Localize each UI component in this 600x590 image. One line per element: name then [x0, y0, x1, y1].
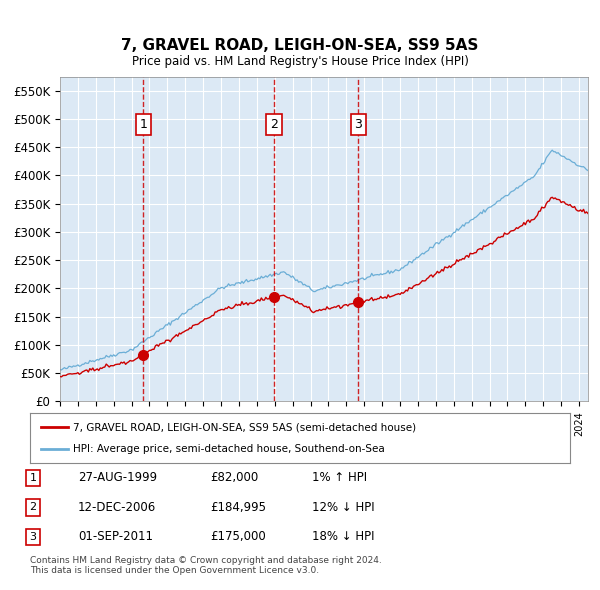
Text: 01-SEP-2011: 01-SEP-2011	[78, 530, 153, 543]
Text: £184,995: £184,995	[210, 501, 266, 514]
Text: 27-AUG-1999: 27-AUG-1999	[78, 471, 157, 484]
Text: Price paid vs. HM Land Registry's House Price Index (HPI): Price paid vs. HM Land Registry's House …	[131, 55, 469, 68]
Text: 7, GRAVEL ROAD, LEIGH-ON-SEA, SS9 5AS: 7, GRAVEL ROAD, LEIGH-ON-SEA, SS9 5AS	[121, 38, 479, 53]
Text: Contains HM Land Registry data © Crown copyright and database right 2024.
This d: Contains HM Land Registry data © Crown c…	[30, 556, 382, 575]
Text: 12% ↓ HPI: 12% ↓ HPI	[312, 501, 374, 514]
Text: 12-DEC-2006: 12-DEC-2006	[78, 501, 156, 514]
Text: 3: 3	[29, 532, 37, 542]
Text: 7, GRAVEL ROAD, LEIGH-ON-SEA, SS9 5AS (semi-detached house): 7, GRAVEL ROAD, LEIGH-ON-SEA, SS9 5AS (s…	[73, 422, 416, 432]
Text: HPI: Average price, semi-detached house, Southend-on-Sea: HPI: Average price, semi-detached house,…	[73, 444, 385, 454]
Text: 2: 2	[270, 118, 278, 131]
Text: £82,000: £82,000	[210, 471, 258, 484]
Text: 1: 1	[29, 473, 37, 483]
Text: 1% ↑ HPI: 1% ↑ HPI	[312, 471, 367, 484]
Text: £175,000: £175,000	[210, 530, 266, 543]
Text: 3: 3	[355, 118, 362, 131]
Text: 1: 1	[139, 118, 147, 131]
Text: 18% ↓ HPI: 18% ↓ HPI	[312, 530, 374, 543]
Text: 2: 2	[29, 503, 37, 512]
